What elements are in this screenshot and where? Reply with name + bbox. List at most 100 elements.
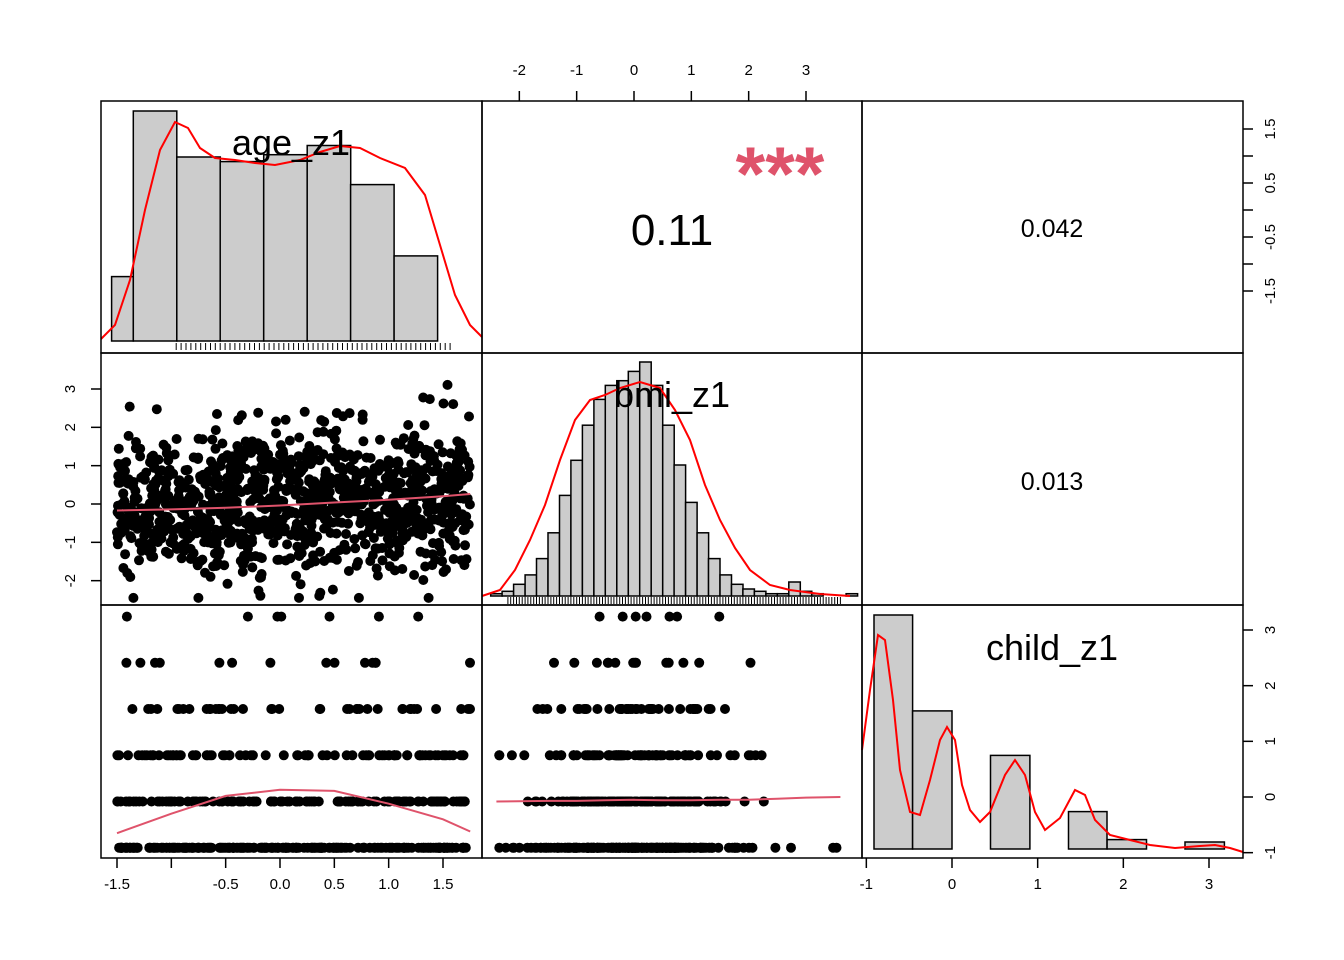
scatter-point-bmi-age <box>282 539 293 550</box>
corr-age-child-value: 0.042 <box>1021 215 1084 243</box>
axis-right-age-label: -0.5 <box>1262 224 1279 250</box>
scatter-point-bmi-age <box>391 504 402 515</box>
scatter-point-child-age <box>433 842 444 853</box>
scatter-point-bmi-age <box>319 488 330 499</box>
scatter-point-bmi-age <box>183 474 194 485</box>
scatter-point-child-bmi <box>623 704 634 714</box>
scatter-point-child-age <box>214 657 225 668</box>
scatter-point-child-age <box>465 657 475 668</box>
scatter-point-child-bmi <box>680 750 691 761</box>
scatter-point-bmi-age <box>395 487 406 498</box>
scatter-point-bmi-age <box>437 556 448 567</box>
hist-bar-bmi <box>788 581 802 597</box>
scatter-point-bmi-age <box>174 485 185 496</box>
scatter-point-bmi-age <box>152 525 163 536</box>
scatter-point-bmi-age <box>351 560 362 571</box>
scatter-point-bmi-age <box>239 550 249 561</box>
scatter-point-child-age <box>242 842 252 853</box>
scatter-point-bmi-age <box>299 406 310 417</box>
scatter-point-child-bmi <box>770 842 781 853</box>
scatter-point-child-bmi <box>603 657 614 668</box>
scatter-point-bmi-age <box>163 490 174 501</box>
scatter-point-child-age <box>406 842 417 853</box>
scatter-point-child-bmi <box>675 704 686 714</box>
scatter-point-child-age <box>174 704 184 714</box>
scatter-point-child-age <box>222 842 233 853</box>
scatter-point-bmi-age <box>216 455 227 466</box>
scatter-point-child-age <box>456 704 467 714</box>
hist-bar-age <box>132 110 178 342</box>
scatter-point-bmi-age <box>120 549 131 560</box>
scatter-point-bmi-age <box>375 459 386 470</box>
scatter-point-bmi-age <box>309 476 320 487</box>
scatter-point-child-age <box>425 842 436 853</box>
scatter-point-bmi-age <box>434 541 445 551</box>
axis-top-bmi-label: 1 <box>687 62 695 79</box>
scatter-point-child-bmi <box>652 750 663 761</box>
scatter-point-bmi-age <box>208 561 219 572</box>
scatter-point-bmi-age <box>207 434 218 445</box>
scatter-point-bmi-age <box>457 475 468 486</box>
scatter-point-bmi-age <box>448 554 459 564</box>
scatter-point-bmi-age <box>338 465 349 476</box>
scatter-point-child-bmi <box>584 750 595 761</box>
scatter-point-child-age <box>358 750 369 761</box>
axis-left-bmi-label: -1 <box>62 536 79 549</box>
scatter-point-bmi-age <box>306 528 317 539</box>
scatter-point-child-bmi <box>705 796 716 807</box>
scatter-point-child-bmi <box>714 611 725 622</box>
scatter-point-child-bmi <box>660 796 671 807</box>
scatter-point-child-age <box>228 796 238 807</box>
axis-top-bmi-label: -2 <box>513 62 526 79</box>
scatter-point-child-bmi <box>494 842 505 853</box>
scatter-point-bmi-age <box>223 501 234 512</box>
scatter-point-bmi-age <box>128 506 138 517</box>
scatter-point-child-bmi <box>556 750 567 761</box>
scatter-point-bmi-age <box>291 570 302 581</box>
scatter-point-child-age <box>201 750 212 761</box>
scatter-point-bmi-age <box>307 489 318 500</box>
scatter-point-bmi-age <box>145 457 155 468</box>
scatter-point-bmi-age <box>423 592 434 603</box>
axis-right-child-label: 1 <box>1262 737 1279 745</box>
scatter-point-bmi-age <box>375 434 385 445</box>
scatter-point-bmi-age <box>275 516 286 527</box>
scatter-point-child-bmi <box>641 611 652 622</box>
scatter-point-bmi-age <box>285 476 296 487</box>
scatter-point-child-age <box>329 842 339 853</box>
scatter-point-child-bmi <box>725 750 736 761</box>
scatter-point-child-bmi <box>591 657 602 668</box>
scatter-point-bmi-age <box>460 540 470 551</box>
scatter-point-child-age <box>398 796 409 807</box>
axis-bottom-age-label: 0.5 <box>324 876 345 893</box>
hist-bar-bmi <box>501 590 515 597</box>
scatter-point-child-bmi <box>494 750 505 761</box>
scatter-point-child-age <box>251 796 262 807</box>
scatter-point-bmi-age <box>409 570 420 580</box>
scatter-point-child-bmi <box>756 750 767 761</box>
scatter-point-bmi-age <box>259 523 270 534</box>
axis-top-bmi-label: 3 <box>802 62 810 79</box>
scatter-point-bmi-age <box>358 484 369 495</box>
scatter-point-child-age <box>265 657 276 668</box>
axis-right-child-label: 2 <box>1262 681 1279 689</box>
scatter-point-bmi-age <box>331 425 342 436</box>
scatter-point-child-age <box>228 704 239 714</box>
scatter-point-bmi-age <box>139 474 150 485</box>
scatter-point-bmi-age <box>177 508 188 519</box>
scatter-point-child-bmi <box>592 704 603 714</box>
scatter-point-child-age <box>431 704 442 714</box>
scatter-point-child-bmi <box>678 657 689 668</box>
scatter-point-child-age <box>227 657 238 668</box>
scatter-point-bmi-age <box>304 441 315 451</box>
scatter-point-bmi-age <box>258 440 268 451</box>
scatter-point-bmi-age <box>438 398 449 409</box>
scatter-point-child-bmi <box>542 704 553 714</box>
scatter-point-child-age <box>402 750 413 761</box>
scatter-point-bmi-age <box>151 404 162 415</box>
axis-right-child-label: 0 <box>1262 793 1279 801</box>
scatter-point-child-age <box>347 796 358 807</box>
scatter-point-child-bmi <box>652 842 662 853</box>
hist-bar-bmi <box>753 590 767 597</box>
scatter-point-child-age <box>187 842 198 853</box>
